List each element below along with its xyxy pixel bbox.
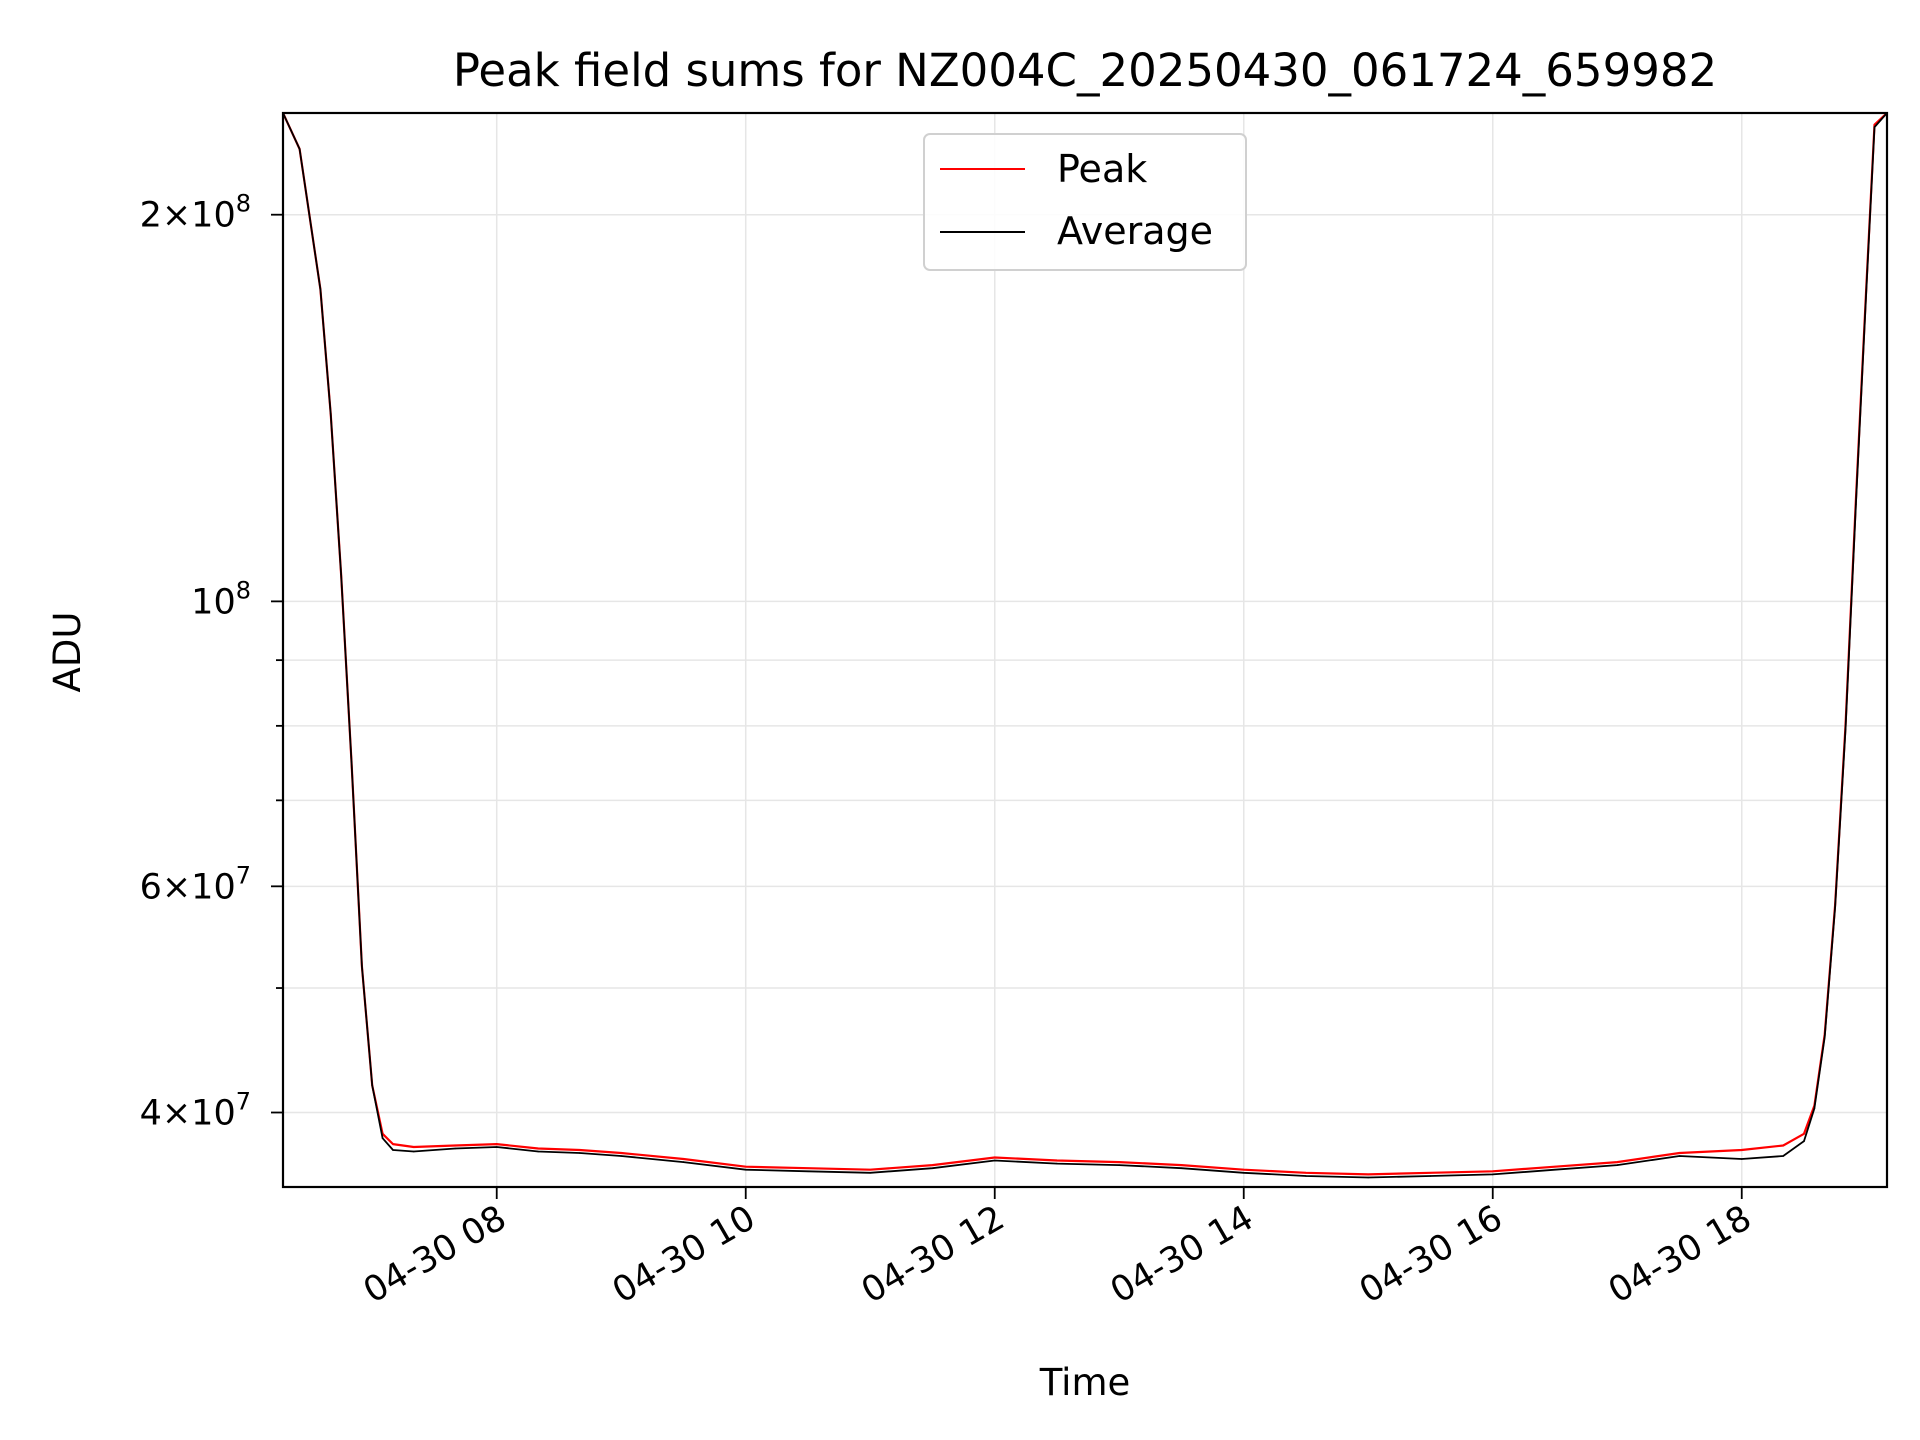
data-point-average <box>537 1150 539 1153</box>
legend: Peak Average <box>923 133 1247 271</box>
data-point-average <box>361 965 363 967</box>
y-tick-label: 4×107 <box>140 1088 251 1134</box>
data-point-peak <box>620 1152 622 1154</box>
data-point-average <box>412 1150 415 1153</box>
data-point-average <box>807 1170 809 1173</box>
series-average <box>283 113 1887 1179</box>
grid-layer <box>283 113 1887 1187</box>
data-point-average <box>1844 728 1847 731</box>
data-point-average <box>381 1137 384 1139</box>
x-axis-ticks: 04-30 08 04-30 10 04-30 12 04-30 14 04-30 16… <box>357 1187 1758 1311</box>
data-point-average <box>350 761 353 763</box>
data-point-average <box>1242 1172 1245 1174</box>
data-point-peak <box>578 1149 581 1151</box>
data-point-average <box>1865 291 1867 294</box>
data-point-peak <box>1367 1173 1369 1176</box>
x-tick-label: 04-30 14 <box>1104 1198 1260 1311</box>
plot-frame <box>281 111 1889 1189</box>
data-point-average <box>392 1149 394 1151</box>
data-point-average <box>578 1152 581 1154</box>
data-point-peak <box>1873 123 1876 126</box>
x-tick-label: 04-30 08 <box>357 1198 513 1311</box>
data-point-average <box>931 1167 934 1169</box>
data-point-peak <box>1740 1149 1743 1151</box>
data-point-peak <box>993 1156 996 1159</box>
data-point-average <box>1180 1167 1183 1169</box>
data-point-average <box>1118 1164 1120 1166</box>
data-point-peak <box>682 1158 685 1160</box>
data-point-peak <box>744 1165 747 1168</box>
data-point-peak <box>1554 1165 1556 1168</box>
legend-label-peak: Peak <box>1057 147 1147 191</box>
x-tick-label: 04-30 18 <box>1602 1198 1758 1311</box>
data-point-average <box>454 1147 457 1150</box>
data-point-peak <box>1616 1161 1618 1163</box>
data-point-average <box>1855 503 1857 506</box>
series-line-peak <box>283 113 1887 1176</box>
series-line-average <box>283 113 1887 1179</box>
data-point-average <box>298 148 301 150</box>
data-point-average <box>1740 1158 1743 1160</box>
data-point-average <box>329 412 332 415</box>
data-point-peak <box>537 1147 539 1150</box>
data-point-average <box>1429 1175 1432 1177</box>
data-point-average <box>319 288 322 291</box>
series-layer <box>283 113 1887 1179</box>
y-axis-ticks: 4×107 6×107 108 2×108 <box>140 190 283 1134</box>
data-point-average <box>371 1084 374 1087</box>
data-point-peak <box>454 1144 457 1147</box>
data-point-peak <box>869 1168 871 1171</box>
series-peak <box>283 113 1887 1176</box>
data-point-average <box>682 1161 685 1163</box>
x-axis-label: Time <box>1039 1361 1131 1404</box>
x-tick-label: 04-30 12 <box>855 1198 1011 1311</box>
data-point-average <box>1367 1176 1369 1179</box>
data-point-peak <box>807 1167 809 1169</box>
x-tick-label: 04-30 16 <box>1353 1198 1509 1311</box>
legend-label-average: Average <box>1057 209 1213 253</box>
data-point-peak <box>392 1143 394 1145</box>
data-point-peak <box>1429 1172 1432 1174</box>
plot-area <box>283 113 1887 1179</box>
y-tick-label: 6×107 <box>140 861 251 907</box>
x-tick-label: 04-30 10 <box>606 1198 762 1311</box>
data-point-average <box>1834 906 1836 908</box>
data-point-average <box>1554 1168 1556 1171</box>
y-tick-label: 108 <box>191 576 251 622</box>
data-point-peak <box>1491 1170 1494 1173</box>
data-point-peak <box>1782 1144 1784 1147</box>
data-point-average <box>495 1146 498 1148</box>
data-point-average <box>1056 1162 1058 1165</box>
data-point-peak <box>412 1146 415 1148</box>
data-point-average <box>1813 1107 1816 1110</box>
data-point-peak <box>495 1143 498 1145</box>
data-point-average <box>1782 1155 1784 1157</box>
data-point-peak <box>1803 1133 1805 1135</box>
data-point-peak <box>1180 1164 1183 1166</box>
data-point-peak <box>1678 1152 1681 1154</box>
data-point-average <box>1873 126 1876 128</box>
data-point-peak <box>1242 1168 1245 1171</box>
data-point-average <box>1491 1173 1494 1176</box>
data-point-average <box>993 1159 996 1162</box>
data-point-peak <box>931 1164 934 1166</box>
data-point-average <box>340 573 342 575</box>
data-point-average <box>1823 1036 1826 1038</box>
data-point-average <box>744 1168 747 1171</box>
data-point-average <box>620 1155 622 1157</box>
data-point-average <box>1616 1164 1618 1166</box>
data-point-average <box>869 1172 871 1174</box>
data-point-peak <box>1056 1159 1058 1162</box>
y-axis-label: ADU <box>46 612 89 693</box>
data-point-average <box>1803 1140 1805 1142</box>
chart-title: Peak field sums for NZ004C_20250430_0617… <box>453 44 1717 97</box>
data-point-average <box>1305 1175 1307 1177</box>
data-point-peak <box>1118 1161 1120 1163</box>
data-point-average <box>1678 1155 1681 1157</box>
y-tick-label: 2×108 <box>140 190 251 236</box>
data-point-peak <box>1305 1172 1307 1174</box>
